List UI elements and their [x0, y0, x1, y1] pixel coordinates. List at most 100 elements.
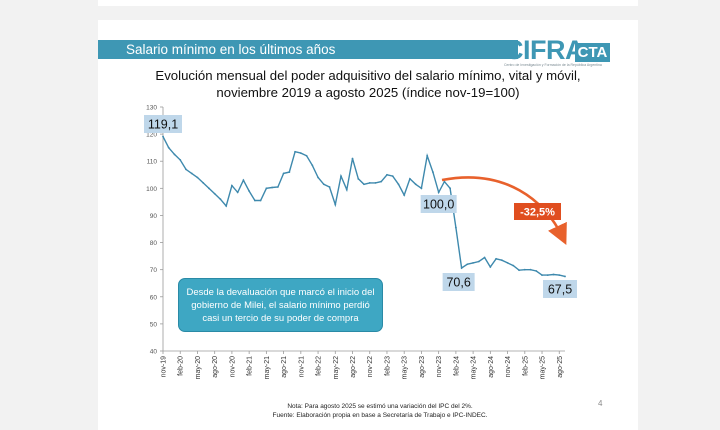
x-tick-label: nov-21: [298, 356, 305, 378]
data-point: [288, 171, 291, 173]
y-tick-label: 80: [150, 240, 158, 247]
logo-wordmark: CIFRA: [504, 35, 585, 65]
x-tick-label: may-21: [264, 356, 271, 379]
data-point: [432, 171, 434, 173]
section-banner: Salario mínimo en los últimos años: [98, 40, 518, 59]
x-tick-label: feb-24: [453, 356, 460, 376]
change-badge-text: -32,5%: [520, 207, 555, 219]
data-point: [506, 261, 509, 264]
y-axis: 40 50 60 70 80 90 100 110 120 130: [146, 105, 164, 356]
data-point: [363, 183, 365, 186]
data-point: [328, 186, 331, 188]
data-point: [512, 264, 515, 267]
data-point: [449, 187, 452, 190]
data-point: [564, 275, 566, 278]
data-point: [558, 274, 561, 276]
top-strip: [98, 0, 638, 6]
data-point: [190, 172, 193, 175]
data-point: [500, 259, 503, 262]
data-point: [357, 177, 360, 180]
data-point: [271, 186, 274, 189]
x-tick-label: ago-24: [488, 356, 495, 378]
data-point: [202, 182, 205, 184]
data-point: [483, 256, 486, 259]
y-tick-label: 130: [146, 105, 157, 112]
data-point: [162, 135, 164, 138]
x-tick-label: nov-23: [436, 356, 443, 378]
x-tick-label: nov-24: [505, 356, 512, 378]
data-labels: 119,1 100,0 70,6 67,5 -32,5%: [144, 115, 577, 298]
logo-cta-badge: CTA: [575, 43, 610, 62]
data-point: [173, 153, 176, 156]
label-end: 67,5: [543, 280, 577, 298]
x-tick-label: ago-25: [557, 356, 564, 378]
data-point: [552, 273, 555, 276]
label-min: 70,6: [442, 273, 475, 291]
label-nov23-box: [420, 195, 457, 213]
cifra-cta-logo: CIFRA CTA Centro de Investigación y Form…: [498, 36, 616, 70]
data-point: [345, 188, 348, 191]
data-point: [454, 226, 457, 229]
data-point: [299, 152, 302, 154]
data-point: [276, 186, 279, 188]
y-tick-label: 40: [150, 349, 158, 356]
data-point: [535, 270, 538, 272]
label-start-box: [144, 115, 182, 133]
label-end-box: [543, 280, 577, 298]
data-point: [311, 164, 314, 167]
label-min-text: 70,6: [446, 276, 470, 290]
data-point: [334, 203, 337, 206]
data-point: [443, 180, 446, 183]
x-tick-label: ago-23: [419, 356, 426, 378]
data-point: [374, 182, 377, 184]
data-point: [213, 192, 216, 195]
chart-title: Evolución mensual del poder adquisitivo …: [100, 67, 636, 101]
data-point: [317, 176, 319, 179]
footnote-source: Fuente: Elaboración propia en base a Sec…: [272, 412, 488, 419]
x-tick-label: nov-19: [161, 356, 168, 378]
x-tick-label: ago-22: [350, 356, 357, 378]
data-point: [259, 199, 262, 202]
y-tick-label: 120: [146, 132, 157, 139]
data-point: [253, 199, 256, 202]
data-point: [185, 168, 187, 171]
data-point: [225, 205, 228, 207]
x-axis: nov-19 feb-20 may-20 ago-20 nov-20 feb-21 may-…: [161, 350, 565, 379]
data-point: [391, 175, 394, 178]
data-point: [495, 257, 497, 260]
data-points: [162, 135, 566, 278]
data-point: [167, 146, 170, 149]
x-tick-label: nov-22: [367, 356, 374, 378]
data-point: [236, 191, 239, 194]
y-tick-label: 110: [147, 159, 158, 166]
x-tick-label: feb-20: [178, 356, 185, 376]
data-point: [489, 266, 492, 268]
data-point: [305, 154, 308, 157]
data-point: [386, 173, 388, 176]
page-number: 4: [598, 399, 603, 408]
callout-text: Desde la devaluación que marcó el inicio…: [186, 286, 375, 324]
x-tick-label: ago-21: [281, 356, 288, 378]
footnote-note: Nota: Para agosto 2025 se estimó una var…: [287, 403, 473, 410]
x-tick-label: may-23: [402, 356, 409, 379]
change-badge: -32,5%: [514, 203, 561, 220]
data-point: [351, 157, 354, 160]
logo-subtitle: Centro de Investigación y Formación de l…: [504, 63, 602, 67]
data-point: [466, 263, 469, 266]
label-min-box: [442, 273, 475, 291]
change-badge-box: [514, 203, 561, 220]
data-point: [282, 172, 285, 175]
x-tick-label: may-20: [195, 356, 202, 379]
data-point: [265, 187, 268, 190]
label-nov23: 100,0: [420, 195, 457, 213]
data-point: [426, 154, 429, 157]
callout-box: Desde la devaluación que marcó el inicio…: [178, 278, 383, 332]
data-point: [231, 184, 233, 187]
x-tick-label: nov-20: [229, 356, 236, 378]
x-tick-label: ago-20: [212, 356, 219, 378]
data-point: [340, 175, 342, 178]
data-point: [322, 183, 325, 186]
data-point: [414, 183, 417, 186]
data-point: [420, 187, 423, 190]
x-tick-label: feb-22: [316, 356, 323, 376]
